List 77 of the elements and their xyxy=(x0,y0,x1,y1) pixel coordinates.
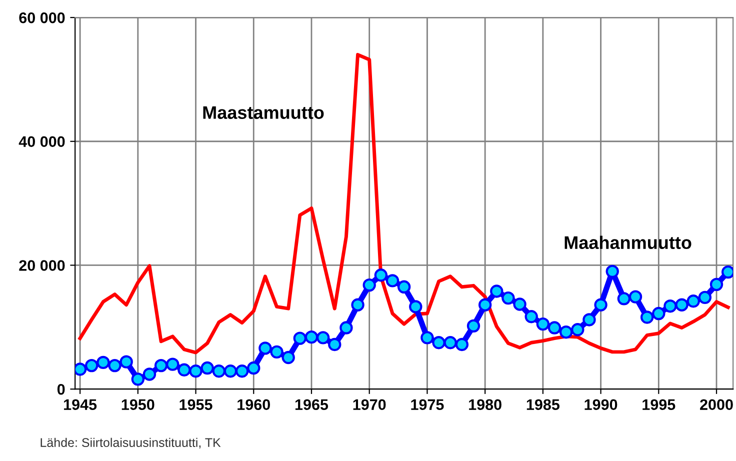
point xyxy=(571,323,584,336)
point xyxy=(606,264,619,278)
point xyxy=(304,330,318,344)
x-tick-label: 2000 xyxy=(700,399,733,410)
x-tick-label: 1950 xyxy=(122,399,154,410)
x-tick-label: 1975 xyxy=(411,399,444,410)
point xyxy=(397,280,411,294)
point xyxy=(444,336,457,350)
x-tick-label: 1945 xyxy=(64,399,97,410)
x-tick-label: 1980 xyxy=(469,399,502,410)
x-tick-label: 1960 xyxy=(238,399,270,410)
point xyxy=(282,350,295,364)
y-tick-label: 40 000 xyxy=(18,136,65,148)
y-tick-label: 60 000 xyxy=(19,12,65,24)
point xyxy=(178,363,191,376)
point xyxy=(189,364,202,378)
point xyxy=(386,274,400,288)
x-tick-label: 1995 xyxy=(642,399,676,410)
point xyxy=(582,313,596,326)
point xyxy=(293,332,307,345)
x-tick-label: 1955 xyxy=(180,399,212,410)
point xyxy=(351,298,364,312)
point xyxy=(96,356,110,370)
point xyxy=(362,278,376,292)
point xyxy=(721,265,734,279)
point xyxy=(120,355,133,368)
series-label: Maahanmuutto xyxy=(564,236,692,250)
y-tick-label: 20 000 xyxy=(19,260,65,271)
x-tick-label: 1990 xyxy=(584,399,618,410)
point xyxy=(224,364,238,378)
point xyxy=(524,310,538,324)
point xyxy=(698,290,712,304)
point xyxy=(258,342,272,355)
point xyxy=(548,321,562,334)
point xyxy=(374,268,388,282)
point xyxy=(212,364,226,378)
x-tick-label: 1970 xyxy=(353,399,386,410)
point xyxy=(142,368,156,381)
line-series xyxy=(78,52,730,354)
point xyxy=(328,338,342,352)
x-tick-label: 1985 xyxy=(526,399,560,410)
point xyxy=(559,326,573,339)
point xyxy=(235,364,249,378)
point xyxy=(628,290,642,304)
point xyxy=(270,345,284,359)
point xyxy=(478,298,492,312)
point xyxy=(432,336,446,350)
point xyxy=(131,372,145,386)
point xyxy=(490,284,504,298)
point xyxy=(316,331,330,344)
point xyxy=(594,298,608,312)
point xyxy=(710,278,724,292)
point xyxy=(502,291,515,305)
point xyxy=(85,358,98,372)
point xyxy=(420,331,434,344)
point xyxy=(409,300,422,314)
point xyxy=(166,358,180,371)
point xyxy=(108,358,122,372)
point xyxy=(154,358,168,372)
point xyxy=(200,361,214,375)
point xyxy=(513,298,526,311)
point xyxy=(536,317,550,331)
x-tick-label: 1965 xyxy=(295,399,328,410)
text: Lähde: Siirtolaisuusinstituutti, TK xyxy=(40,438,221,448)
point xyxy=(640,310,654,324)
point xyxy=(466,319,480,333)
series-label: Maastamuutto xyxy=(203,106,324,119)
point xyxy=(75,362,87,376)
point xyxy=(617,292,631,306)
point xyxy=(686,294,700,308)
point xyxy=(247,361,260,375)
point xyxy=(455,338,469,352)
y-tick-label: 0 xyxy=(57,384,65,395)
point xyxy=(340,321,353,334)
point xyxy=(652,306,666,320)
point xyxy=(664,300,677,313)
point xyxy=(675,298,688,312)
